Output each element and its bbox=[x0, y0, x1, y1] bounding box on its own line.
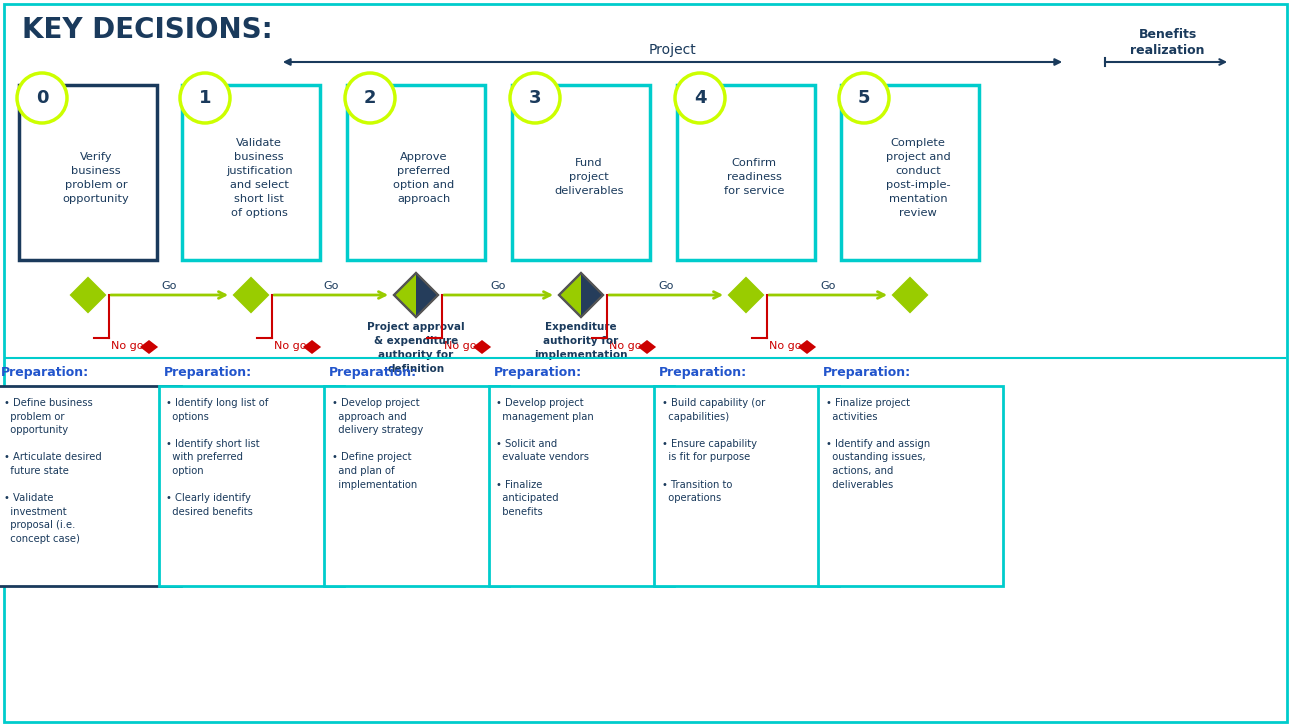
Text: No go: No go bbox=[444, 341, 476, 351]
Text: Go: Go bbox=[820, 281, 835, 291]
Text: 1: 1 bbox=[199, 89, 212, 107]
Bar bbox=[182, 85, 320, 260]
Text: 5: 5 bbox=[857, 89, 870, 107]
Text: • Define business
  problem or
  opportunity

• Articulate desired
  future stat: • Define business problem or opportunity… bbox=[4, 398, 101, 544]
Text: Expenditure
authority for
implementation: Expenditure authority for implementation bbox=[534, 322, 627, 360]
Text: • Identify long list of
  options

• Identify short list
  with preferred
  opti: • Identify long list of options • Identi… bbox=[167, 398, 269, 517]
Bar bbox=[513, 85, 649, 260]
Text: Preparation:: Preparation: bbox=[822, 366, 910, 379]
Polygon shape bbox=[416, 273, 438, 317]
Bar bbox=[488, 386, 674, 586]
Text: Preparation:: Preparation: bbox=[328, 366, 417, 379]
Polygon shape bbox=[798, 340, 816, 354]
Text: Go: Go bbox=[161, 281, 177, 291]
Text: No go: No go bbox=[111, 341, 143, 351]
Text: 2: 2 bbox=[364, 89, 376, 107]
Text: Approve
preferred
option and
approach: Approve preferred option and approach bbox=[394, 152, 454, 203]
Bar bbox=[19, 85, 158, 260]
Bar bbox=[676, 85, 815, 260]
Bar bbox=[159, 386, 343, 586]
Text: Project: Project bbox=[648, 43, 696, 57]
Circle shape bbox=[510, 73, 560, 123]
Circle shape bbox=[675, 73, 726, 123]
Polygon shape bbox=[234, 278, 269, 312]
Text: Preparation:: Preparation: bbox=[0, 366, 89, 379]
Text: Preparation:: Preparation: bbox=[658, 366, 746, 379]
Text: • Finalize project
  activities

• Identify and assign
  oustanding issues,
  ac: • Finalize project activities • Identify… bbox=[825, 398, 930, 489]
Text: 0: 0 bbox=[36, 89, 48, 107]
Bar bbox=[347, 85, 485, 260]
Polygon shape bbox=[638, 340, 656, 354]
Text: Fund
project
deliverables: Fund project deliverables bbox=[554, 158, 624, 197]
Text: Go: Go bbox=[658, 281, 674, 291]
Text: Confirm
readiness
for service: Confirm readiness for service bbox=[724, 158, 784, 197]
Polygon shape bbox=[559, 273, 603, 317]
Text: Validate
business
justification
and select
short list
of options: Validate business justification and sele… bbox=[226, 137, 292, 218]
Text: Benefits
realization: Benefits realization bbox=[1130, 28, 1205, 57]
Text: Preparation:: Preparation: bbox=[164, 366, 252, 379]
Polygon shape bbox=[893, 278, 927, 312]
Polygon shape bbox=[71, 278, 105, 312]
Text: 4: 4 bbox=[693, 89, 706, 107]
Text: • Build capability (or
  capabilities)

• Ensure capability
  is fit for purpose: • Build capability (or capabilities) • E… bbox=[661, 398, 764, 503]
Polygon shape bbox=[394, 273, 438, 317]
Bar bbox=[0, 386, 181, 586]
Circle shape bbox=[839, 73, 889, 123]
Polygon shape bbox=[139, 340, 158, 354]
Circle shape bbox=[179, 73, 230, 123]
Polygon shape bbox=[303, 340, 321, 354]
Text: No go: No go bbox=[274, 341, 306, 351]
Text: Go: Go bbox=[323, 281, 338, 291]
Bar bbox=[653, 386, 838, 586]
Text: Preparation:: Preparation: bbox=[493, 366, 582, 379]
Text: • Develop project
  approach and
  delivery strategy

• Define project
  and pla: • Develop project approach and delivery … bbox=[332, 398, 422, 489]
Text: Verify
business
problem or
opportunity: Verify business problem or opportunity bbox=[63, 152, 129, 203]
Circle shape bbox=[17, 73, 67, 123]
Text: Complete
project and
conduct
post-imple-
mentation
review: Complete project and conduct post-imple-… bbox=[886, 137, 950, 218]
Polygon shape bbox=[473, 340, 491, 354]
Text: No go: No go bbox=[769, 341, 802, 351]
Text: KEY DECISIONS:: KEY DECISIONS: bbox=[22, 16, 272, 44]
Bar bbox=[840, 85, 979, 260]
Text: 3: 3 bbox=[529, 89, 541, 107]
Circle shape bbox=[345, 73, 395, 123]
Text: No go: No go bbox=[609, 341, 642, 351]
Bar bbox=[324, 386, 509, 586]
Text: Go: Go bbox=[491, 281, 506, 291]
Text: • Develop project
  management plan

• Solicit and
  evaluate vendors

• Finaliz: • Develop project management plan • Soli… bbox=[497, 398, 594, 517]
Polygon shape bbox=[581, 273, 603, 317]
Bar bbox=[817, 386, 1003, 586]
Text: Project approval
& expenditure
authority for
definition: Project approval & expenditure authority… bbox=[367, 322, 465, 374]
Polygon shape bbox=[729, 278, 763, 312]
